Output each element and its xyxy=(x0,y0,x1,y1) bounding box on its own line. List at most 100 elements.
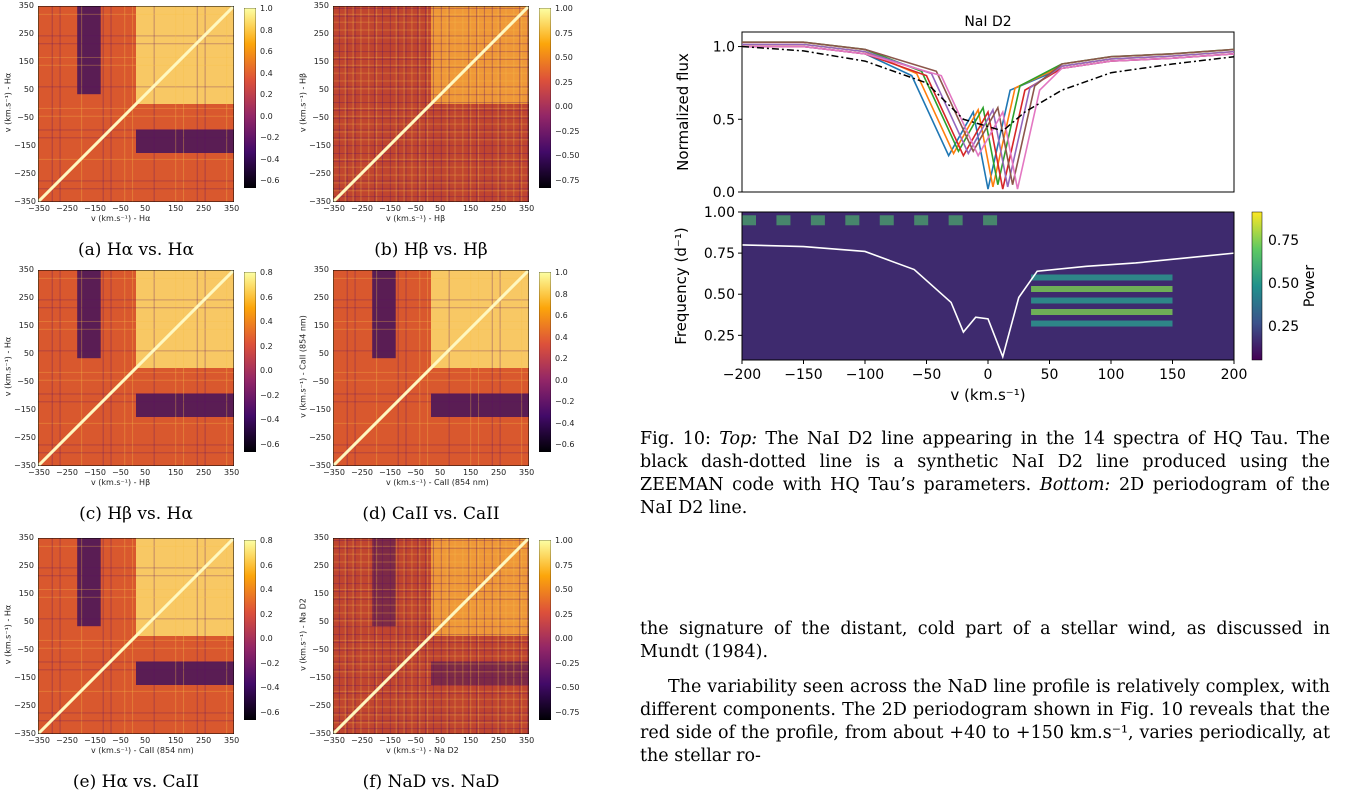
matrix-y-tick: 150 xyxy=(313,589,329,598)
colorbar-tick: −0.2 xyxy=(260,658,280,668)
matrix-x-tick: 350 xyxy=(519,736,535,745)
matrix-y-tick: −50 xyxy=(17,645,34,654)
matrix-y-tick: 50 xyxy=(318,349,329,358)
x-tick-label: 50 xyxy=(1041,367,1059,383)
matrix-ylabel: v (km.s⁻¹) - Hα xyxy=(3,604,13,665)
heatmap-blob xyxy=(948,215,963,226)
x-tick-label: −50 xyxy=(912,367,942,383)
matrix-y-tick: 150 xyxy=(313,321,329,330)
matrix-caption: (d) CaII vs. CaII xyxy=(362,504,500,524)
matrix-y-tick: 250 xyxy=(18,293,34,302)
colorbar-tick: −0.2 xyxy=(260,133,280,142)
matrix-y-tick: 350 xyxy=(313,1,329,10)
colorbar-tick: 0.75 xyxy=(555,28,573,38)
matrix-x-tick: −150 xyxy=(379,204,401,213)
matrix-y-tick: 350 xyxy=(313,265,329,274)
correlation-map xyxy=(333,538,529,734)
colorbar-tick: 0.8 xyxy=(555,289,568,299)
matrix-y-tick: −350 xyxy=(14,461,36,470)
heatmap-blob xyxy=(914,215,929,226)
x-tick-label: 100 xyxy=(1098,367,1125,383)
matrix-y-tick: 50 xyxy=(23,617,34,626)
matrix-x-tick: −250 xyxy=(56,468,78,477)
colorbar-tick: 0.6 xyxy=(260,47,273,56)
matrix-x-tick: −150 xyxy=(84,736,106,745)
colorbar-tick: −0.25 xyxy=(555,658,580,668)
correlation-map xyxy=(38,538,234,734)
matrix-y-tick: −50 xyxy=(312,377,329,386)
y-tick-label: 0.25 xyxy=(704,328,735,344)
colorbar-tick: 0.75 xyxy=(555,560,573,570)
flux-series-line xyxy=(742,43,1235,188)
matrix-y-tick: −350 xyxy=(14,729,36,738)
colorbar-tick: 0.0 xyxy=(555,375,568,385)
matrix-x-tick: −50 xyxy=(112,736,129,745)
matrix-y-tick: −250 xyxy=(309,169,331,178)
matrix-y-tick: 250 xyxy=(18,29,34,38)
heatmap-blob xyxy=(983,215,998,226)
matrix-x-tick: 50 xyxy=(435,468,446,477)
colorbar-tick: 0.25 xyxy=(555,609,573,619)
matrix-xlabel: v (km.s⁻¹) - CaII (854 nm) xyxy=(386,478,489,487)
colorbar-tick: 1.00 xyxy=(555,536,573,545)
matrix-x-tick: 150 xyxy=(463,468,479,477)
colorbar-tick: 0.2 xyxy=(260,90,273,99)
matrix-x-tick: 250 xyxy=(491,736,507,745)
colorbar-tick: −0.6 xyxy=(555,440,575,449)
colorbar-tick: 0.4 xyxy=(555,332,568,342)
matrix-y-tick: −250 xyxy=(309,701,331,710)
matrix-y-tick: −350 xyxy=(309,461,331,470)
matrix-xlabel: v (km.s⁻¹) - Hβ xyxy=(386,214,446,223)
correlation-map xyxy=(38,270,234,466)
matrix-x-tick: 50 xyxy=(140,204,151,213)
heatmap-blob xyxy=(845,215,860,226)
matrix-y-tick: −50 xyxy=(312,645,329,654)
matrix-y-tick: 250 xyxy=(18,561,34,570)
matrix-x-tick: 250 xyxy=(196,468,212,477)
matrix-x-tick: 50 xyxy=(140,736,151,745)
matrix-colorbar xyxy=(539,272,551,452)
colorbar-tick: 0.00 xyxy=(555,634,573,644)
matrix-ylabel: v (km.s⁻¹) - Hα xyxy=(3,72,13,133)
matrix-y-tick: 50 xyxy=(318,85,329,94)
colorbar-tick: 0.25 xyxy=(555,77,573,87)
matrix-x-tick: −150 xyxy=(84,468,106,477)
matrix-y-tick: 150 xyxy=(18,57,34,66)
colorbar-tick: 0.0 xyxy=(260,634,273,644)
chart-title: NaI D2 xyxy=(964,14,1011,30)
chart-ylabel: Normalized flux xyxy=(674,53,692,171)
heatmap-blob xyxy=(776,215,791,226)
x-tick-label: 0 xyxy=(984,367,993,383)
colorbar-tick: −0.6 xyxy=(260,440,280,449)
colorbar-tick: −0.2 xyxy=(260,390,280,400)
colorbar-tick: −0.4 xyxy=(555,418,575,428)
heatmap-ylabel: Frequency (d⁻¹) xyxy=(672,227,690,344)
matrix-x-tick: −350 xyxy=(28,736,50,745)
matrix-colorbar xyxy=(539,540,551,720)
matrix-x-tick: 350 xyxy=(224,204,240,213)
matrix-caption: (b) Hβ vs. Hβ xyxy=(374,240,488,260)
colorbar-tick: −0.4 xyxy=(260,683,280,693)
matrix-x-tick: 250 xyxy=(196,736,212,745)
heatmap-blob xyxy=(810,215,825,226)
matrix-ylabel: v (km.s⁻¹) - Hβ xyxy=(298,72,308,133)
heatmap-band xyxy=(1031,309,1173,316)
matrix-y-tick: −50 xyxy=(17,377,34,386)
matrix-x-tick: −350 xyxy=(323,736,345,745)
x-tick-label: −100 xyxy=(846,367,884,383)
matrix-y-tick: −250 xyxy=(14,433,36,442)
y-tick-label: 0.75 xyxy=(704,246,735,262)
matrix-x-tick: −250 xyxy=(56,736,78,745)
heatmap-blob xyxy=(742,215,756,226)
fig10-bottom-plot: 1.00 0.75 0.50 0.25 −200 −150 −100 −50 0 50 100 150… xyxy=(660,200,1340,410)
colorbar-tick: −0.50 xyxy=(555,151,580,161)
matrix-y-tick: 250 xyxy=(313,561,329,570)
colorbar-tick: 1.00 xyxy=(555,4,573,13)
colorbar-tick: 0.4 xyxy=(260,68,273,78)
figure-10-caption: Fig. 10: Top: The NaI D2 line appearing … xyxy=(640,428,1330,520)
colorbar-tick: −0.75 xyxy=(555,176,580,185)
plot-frame xyxy=(741,31,1235,193)
matrix-x-tick: −50 xyxy=(407,468,424,477)
nad2-line-chart: NaI D2 Normalized flux 1.0 0.5 0.0 xyxy=(674,14,1235,201)
matrix-xlabel: v (km.s⁻¹) - Na D2 xyxy=(386,746,459,755)
